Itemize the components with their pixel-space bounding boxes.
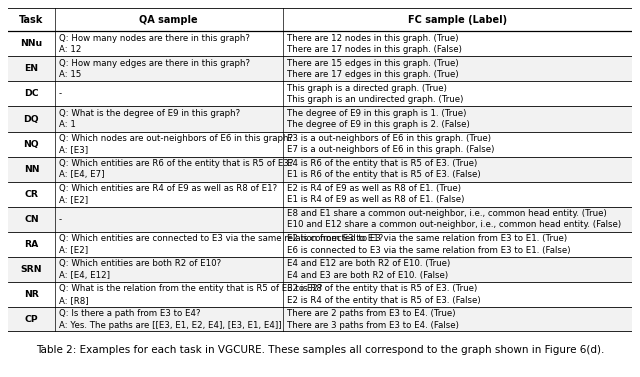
Text: CN: CN xyxy=(24,215,38,224)
Text: SRN: SRN xyxy=(20,265,42,274)
Bar xyxy=(8,282,632,307)
Text: A: [E2]: A: [E2] xyxy=(59,195,88,204)
Text: This graph is a directed graph. (True): This graph is a directed graph. (True) xyxy=(287,84,447,93)
Text: CP: CP xyxy=(24,315,38,324)
Text: E7 is a out-neighbors of E6 in this graph. (False): E7 is a out-neighbors of E6 in this grap… xyxy=(287,145,494,154)
Text: There are 15 edges in this graph. (True): There are 15 edges in this graph. (True) xyxy=(287,59,458,67)
Text: DQ: DQ xyxy=(24,115,39,124)
Text: There are 2 paths from E3 to E4. (True): There are 2 paths from E3 to E4. (True) xyxy=(287,309,455,318)
Bar xyxy=(8,307,632,332)
Text: NNu: NNu xyxy=(20,39,42,48)
Bar xyxy=(8,106,632,132)
Text: E10 and E12 share a common out-neighbor, i.e., common head entity. (False): E10 and E12 share a common out-neighbor,… xyxy=(287,221,621,230)
Text: E4 and E3 are both R2 of E10. (False): E4 and E3 are both R2 of E10. (False) xyxy=(287,271,448,280)
Text: NN: NN xyxy=(24,165,39,174)
Text: -: - xyxy=(59,215,62,224)
Text: E2 is R4 of the entity that is R5 of E3. (False): E2 is R4 of the entity that is R5 of E3.… xyxy=(287,296,480,305)
Text: A: [E4, E7]: A: [E4, E7] xyxy=(59,170,104,179)
Text: EN: EN xyxy=(24,64,38,74)
Text: A: [R8]: A: [R8] xyxy=(59,296,88,305)
Text: A: 15: A: 15 xyxy=(59,70,81,79)
Text: DC: DC xyxy=(24,89,38,98)
Text: E6 is connected to E3 via the same relation from E3 to E1. (False): E6 is connected to E3 via the same relat… xyxy=(287,245,570,254)
Text: Q: Is there a path from E3 to E4?: Q: Is there a path from E3 to E4? xyxy=(59,309,200,318)
Text: Q: Which entities are connected to E3 via the same relation from E3 to E1?: Q: Which entities are connected to E3 vi… xyxy=(59,234,383,243)
Bar xyxy=(8,57,632,81)
Text: -: - xyxy=(59,89,62,98)
Text: CR: CR xyxy=(24,190,38,199)
Text: A: 12: A: 12 xyxy=(59,45,81,54)
Text: E4 is R6 of the entity that is R5 of E3. (True): E4 is R6 of the entity that is R5 of E3.… xyxy=(287,159,477,168)
Text: The degree of E9 in this graph is 2. (False): The degree of E9 in this graph is 2. (Fa… xyxy=(287,120,469,129)
Text: There are 3 paths from E3 to E4. (False): There are 3 paths from E3 to E4. (False) xyxy=(287,321,458,330)
Text: Q: Which entities are both R2 of E10?: Q: Which entities are both R2 of E10? xyxy=(59,259,221,268)
Text: E1 is R4 of E9 as well as R8 of E1. (False): E1 is R4 of E9 as well as R8 of E1. (Fal… xyxy=(287,195,464,204)
Text: Q: Which nodes are out-neighbors of E6 in this graph?: Q: Which nodes are out-neighbors of E6 i… xyxy=(59,134,293,143)
Text: E4 and E12 are both R2 of E10. (True): E4 and E12 are both R2 of E10. (True) xyxy=(287,259,450,268)
Text: Table 2: Examples for each task in VGCURE. These samples all correspond to the g: Table 2: Examples for each task in VGCUR… xyxy=(36,345,604,355)
Bar xyxy=(8,31,632,57)
Text: A: 1: A: 1 xyxy=(59,120,76,129)
Text: E8 and E1 share a common out-neighbor, i.e., common head entity. (True): E8 and E1 share a common out-neighbor, i… xyxy=(287,209,606,218)
Text: QA sample: QA sample xyxy=(140,15,198,25)
Text: A: [E4, E12]: A: [E4, E12] xyxy=(59,271,110,280)
Text: E2 is connected to E3 via the same relation from E3 to E1. (True): E2 is connected to E3 via the same relat… xyxy=(287,234,566,243)
Text: NQ: NQ xyxy=(24,139,39,149)
Text: E3 is a out-neighbors of E6 in this graph. (True): E3 is a out-neighbors of E6 in this grap… xyxy=(287,134,490,143)
Text: E1 is R6 of the entity that is R5 of E3. (False): E1 is R6 of the entity that is R5 of E3.… xyxy=(287,170,480,179)
Text: A: [E3]: A: [E3] xyxy=(59,145,88,154)
Text: E2 is R4 of E9 as well as R8 of E1. (True): E2 is R4 of E9 as well as R8 of E1. (Tru… xyxy=(287,184,461,193)
Text: A: [E2]: A: [E2] xyxy=(59,245,88,254)
Bar xyxy=(8,156,632,182)
Bar xyxy=(8,81,632,106)
Text: FC sample (Label): FC sample (Label) xyxy=(408,15,507,25)
Text: Q: How many nodes are there in this graph?: Q: How many nodes are there in this grap… xyxy=(59,34,250,43)
Text: E2 is R8 of the entity that is R5 of E3. (True): E2 is R8 of the entity that is R5 of E3.… xyxy=(287,284,477,293)
Bar xyxy=(8,232,632,257)
Text: NR: NR xyxy=(24,290,39,299)
Bar xyxy=(8,257,632,282)
Bar xyxy=(8,182,632,207)
Text: Q: Which entities are R4 of E9 as well as R8 of E1?: Q: Which entities are R4 of E9 as well a… xyxy=(59,184,277,193)
Text: The degree of E9 in this graph is 1. (True): The degree of E9 in this graph is 1. (Tr… xyxy=(287,109,466,118)
Text: Q: Which entities are R6 of the entity that is R5 of E3?: Q: Which entities are R6 of the entity t… xyxy=(59,159,293,168)
Text: Q: What is the relation from the entity that is R5 of E3 to E2?: Q: What is the relation from the entity … xyxy=(59,284,322,293)
Text: This graph is an undirected graph. (True): This graph is an undirected graph. (True… xyxy=(287,95,463,104)
Text: Q: What is the degree of E9 in this graph?: Q: What is the degree of E9 in this grap… xyxy=(59,109,240,118)
Bar xyxy=(8,207,632,232)
Text: Q: How many edges are there in this graph?: Q: How many edges are there in this grap… xyxy=(59,59,250,67)
Text: Task: Task xyxy=(19,15,44,25)
Text: RA: RA xyxy=(24,240,38,249)
Text: A: Yes. The paths are [[E3, E1, E2, E4], [E3, E1, E4]]: A: Yes. The paths are [[E3, E1, E2, E4],… xyxy=(59,321,282,330)
Text: There are 17 edges in this graph. (True): There are 17 edges in this graph. (True) xyxy=(287,70,458,79)
Text: There are 17 nodes in this graph. (False): There are 17 nodes in this graph. (False… xyxy=(287,45,461,54)
Text: There are 12 nodes in this graph. (True): There are 12 nodes in this graph. (True) xyxy=(287,34,458,43)
Bar xyxy=(8,132,632,156)
